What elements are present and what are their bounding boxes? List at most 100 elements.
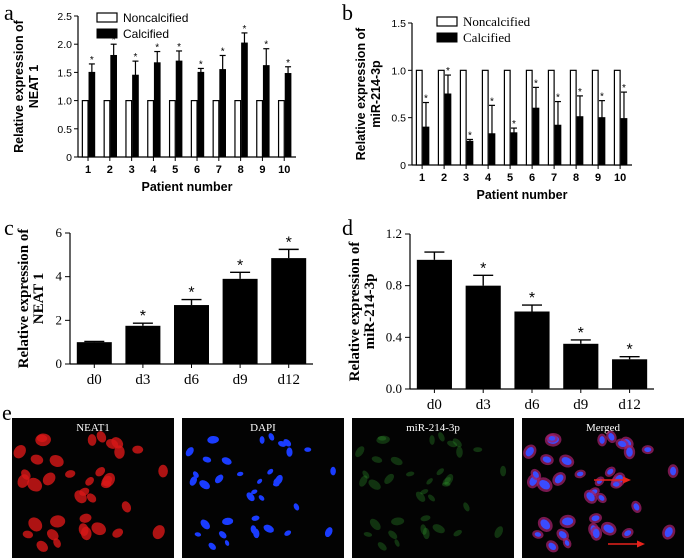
nucleus (286, 447, 293, 457)
cell (391, 517, 405, 526)
bar-noncalcified (481, 69, 489, 166)
cell (438, 432, 445, 442)
bar-noncalcified (503, 69, 511, 166)
cell (132, 445, 144, 454)
micrograph-label: DAPI (250, 422, 276, 434)
x-tick-label: 7 (216, 164, 222, 176)
cell (100, 480, 112, 489)
legend-swatch-noncalcified (96, 12, 118, 23)
bar-calcified (554, 124, 562, 166)
cell (494, 526, 503, 538)
micrograph-label: miR-214-3p (406, 422, 460, 434)
cell (49, 455, 64, 468)
cell (86, 493, 97, 503)
x-tick-label: 1 (419, 172, 425, 184)
cell (95, 467, 106, 477)
nucleus (670, 466, 677, 476)
y-axis-title: Relative expression ofNEAT 1 (12, 19, 41, 153)
cell (447, 440, 458, 448)
micrograph-green (352, 418, 514, 558)
bar-calcified (219, 69, 226, 158)
nucleus (562, 517, 574, 526)
nucleus (598, 495, 605, 501)
legend-label-calcified: Calcified (463, 30, 511, 45)
x-axis-title: Patient number (477, 188, 568, 202)
nucleus (591, 515, 600, 522)
chart-d: 0.0 0.4 0.8 1.2 d0 * d3 * d6 * d9 * d12 Relative expr… (347, 226, 654, 413)
cell (473, 447, 483, 453)
bar-noncalcified (613, 69, 621, 166)
nucleus (194, 532, 202, 537)
nucleus (267, 468, 274, 475)
micrograph-row: NEAT1 DAPI miR-214-3p Merged (12, 418, 684, 558)
bar (76, 342, 112, 364)
significance-star: * (480, 260, 486, 277)
significance-star: * (221, 46, 225, 57)
bar-calcified (598, 117, 606, 166)
significance-star: * (90, 55, 94, 66)
cell (426, 478, 433, 485)
x-tick-label: d12 (618, 397, 641, 413)
significance-star: * (512, 119, 516, 130)
nucleus (208, 542, 216, 550)
micrograph-label: NEAT1 (76, 422, 110, 434)
y-tick-label: 0 (400, 160, 406, 172)
significance-star: * (286, 58, 290, 69)
nucleus (222, 517, 234, 526)
nucleus (592, 528, 600, 539)
nucleus (304, 447, 312, 452)
significance-star: * (177, 42, 181, 53)
cell (91, 522, 106, 536)
bar-calcified (88, 71, 96, 158)
cell (369, 518, 381, 531)
significance-star: * (446, 66, 450, 77)
cell (444, 474, 454, 486)
bar-calcified (422, 126, 430, 166)
bar-calcified (510, 132, 518, 166)
y-tick-label: 0.0 (386, 381, 402, 396)
significance-star: * (600, 92, 604, 103)
y-tick-label: 1.2 (386, 226, 402, 241)
cell (36, 434, 48, 443)
cell (121, 501, 132, 513)
chart-c: 0 2 4 6 d0 * d3 * d6 * d9 * d12 Relative expression o… (16, 225, 313, 388)
bar-noncalcified (168, 99, 176, 158)
x-tick-label: 1 (85, 164, 91, 176)
chart-b: 0 0.5 1.0 1.5 * 1 * 2 * 3 * 4 * 5 * 6 * 7 * 8 * 9 * 10 Patient n… (354, 14, 632, 202)
cell (22, 530, 34, 539)
x-tick-label: d9 (233, 372, 248, 388)
x-tick-label: 8 (573, 172, 579, 184)
nucleus (532, 471, 539, 478)
x-tick-label: 5 (507, 172, 513, 184)
nucleus (540, 519, 551, 530)
panel-letter-b: b (342, 0, 353, 25)
nucleus (218, 531, 227, 539)
nucleus (576, 471, 584, 477)
nucleus (224, 540, 230, 546)
cell (50, 515, 66, 528)
y-tick-label: 1.5 (391, 18, 406, 30)
significance-star: * (134, 52, 138, 63)
cell (80, 526, 92, 541)
bar-calcified (284, 73, 292, 158)
significance-star: * (468, 130, 472, 141)
significance-star: * (529, 290, 535, 307)
cell (415, 491, 426, 502)
y-axis-title: Relative expression ofmiR-214-3p (354, 27, 383, 161)
nucleus (246, 492, 255, 502)
x-tick-label: d0 (87, 372, 102, 388)
panel-letter-c: c (4, 215, 14, 240)
x-tick-label: 2 (107, 164, 113, 176)
cell (87, 434, 97, 446)
bar-calcified (466, 140, 474, 166)
nucleus (599, 436, 605, 444)
bar-noncalcified (569, 69, 577, 166)
x-tick-label: 8 (238, 164, 244, 176)
cell (384, 473, 394, 484)
legend-label-noncalcified: Noncalcified (463, 14, 531, 29)
cell (359, 475, 368, 487)
bar-calcified (197, 71, 205, 158)
y-tick-label: 0.5 (57, 124, 72, 136)
nucleus (200, 519, 210, 530)
